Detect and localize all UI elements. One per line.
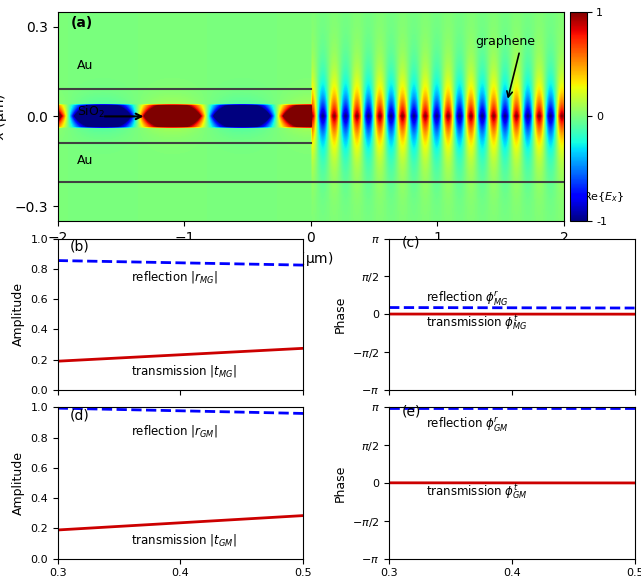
Text: reflection $|r_{GM}|$: reflection $|r_{GM}|$ <box>131 423 218 439</box>
Text: reflection $\phi^r_{MG}$: reflection $\phi^r_{MG}$ <box>426 289 508 307</box>
Y-axis label: Phase: Phase <box>333 296 347 333</box>
Text: (a): (a) <box>71 16 92 30</box>
Text: reflection $\phi^r_{GM}$: reflection $\phi^r_{GM}$ <box>426 415 508 433</box>
Text: (c): (c) <box>401 236 420 250</box>
Text: (b): (b) <box>70 240 90 254</box>
Text: (e): (e) <box>401 404 420 418</box>
Text: transmission $|t_{GM}|$: transmission $|t_{GM}|$ <box>131 532 237 548</box>
Y-axis label: Phase: Phase <box>333 464 347 502</box>
Y-axis label: $x$ (μm): $x$ (μm) <box>0 93 9 140</box>
Text: Au: Au <box>77 59 93 72</box>
Text: Au: Au <box>77 154 93 167</box>
Text: SiO$_2$: SiO$_2$ <box>77 104 104 120</box>
Text: (d): (d) <box>70 409 90 423</box>
Text: transmission $\phi^t_{GM}$: transmission $\phi^t_{GM}$ <box>426 483 528 502</box>
Text: transmission $\phi^t_{MG}$: transmission $\phi^t_{MG}$ <box>426 314 528 333</box>
Text: Re{$E_x$}: Re{$E_x$} <box>583 190 624 204</box>
X-axis label: $z$ (μm): $z$ (μm) <box>288 250 334 268</box>
Y-axis label: Amplitude: Amplitude <box>12 282 24 346</box>
Y-axis label: Amplitude: Amplitude <box>12 451 24 515</box>
Text: graphene: graphene <box>476 34 535 48</box>
Text: transmission $|t_{MG}|$: transmission $|t_{MG}|$ <box>131 363 237 379</box>
Text: reflection $|r_{MG}|$: reflection $|r_{MG}|$ <box>131 269 218 286</box>
